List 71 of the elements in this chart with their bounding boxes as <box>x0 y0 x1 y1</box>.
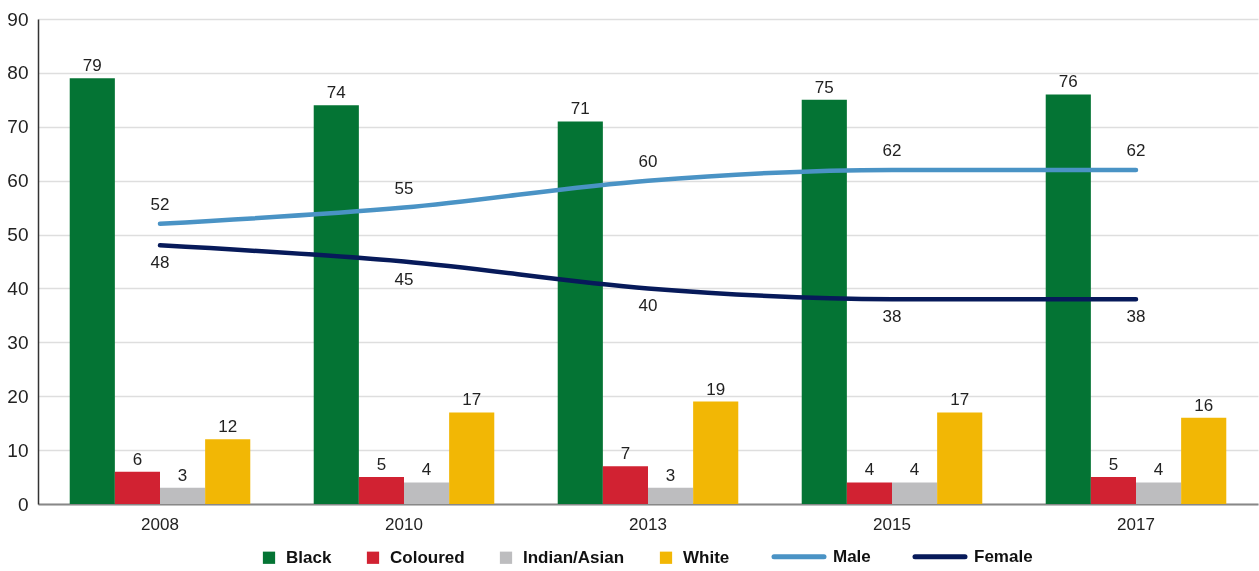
bar <box>404 482 450 504</box>
data-label: 17 <box>950 390 970 410</box>
data-label: 79 <box>82 56 102 76</box>
bar <box>1090 477 1136 504</box>
legend-label: Male <box>833 546 871 566</box>
data-label: 5 <box>376 455 387 475</box>
bar <box>937 412 983 504</box>
legend-label: Coloured <box>390 547 465 567</box>
x-tick-label: 2008 <box>141 514 179 534</box>
bar <box>557 121 603 504</box>
bar <box>892 482 938 504</box>
legend-label: Female <box>974 546 1033 566</box>
y-tick-label: 20 <box>7 385 29 407</box>
y-tick-label: 80 <box>7 62 29 84</box>
bar <box>69 78 115 504</box>
y-tick-label: 40 <box>7 277 29 299</box>
data-label: 48 <box>150 253 170 273</box>
bar <box>693 401 739 504</box>
data-label: 4 <box>1153 460 1164 480</box>
y-tick-label: 90 <box>7 8 29 30</box>
data-label: 3 <box>177 465 188 485</box>
y-tick-label: 30 <box>7 331 29 353</box>
data-label: 38 <box>882 307 902 327</box>
data-label: 38 <box>1126 307 1146 327</box>
bar <box>1045 94 1091 504</box>
data-label: 71 <box>570 99 590 119</box>
y-tick-label: 0 <box>17 493 29 515</box>
data-label: 3 <box>665 465 676 485</box>
y-tick-label: 50 <box>7 224 29 246</box>
data-label: 74 <box>326 83 346 103</box>
bar <box>160 487 206 504</box>
bar <box>1136 482 1182 504</box>
x-tick-label: 2015 <box>873 514 911 534</box>
data-label: 62 <box>882 140 902 160</box>
y-tick-label: 60 <box>7 170 29 192</box>
x-tick-label: 2013 <box>629 514 667 534</box>
bar <box>602 466 648 504</box>
data-label: 52 <box>150 194 170 214</box>
data-label: 6 <box>132 449 143 469</box>
bar <box>648 487 694 504</box>
data-label: 7 <box>620 444 631 464</box>
data-label: 40 <box>638 296 658 316</box>
y-tick-label: 70 <box>7 116 29 138</box>
data-label: 4 <box>864 460 875 480</box>
bar <box>801 99 847 504</box>
data-label: 12 <box>218 417 238 437</box>
data-label: 75 <box>814 77 834 97</box>
data-label: 45 <box>394 269 414 289</box>
bar <box>114 471 160 504</box>
data-label: 4 <box>421 460 432 480</box>
y-tick-label: 10 <box>7 439 29 461</box>
data-label: 17 <box>462 390 482 410</box>
data-label: 16 <box>1194 395 1214 415</box>
x-tick-label: 2017 <box>1117 514 1155 534</box>
bar <box>846 482 892 504</box>
data-label: 19 <box>706 379 726 399</box>
bar <box>1181 417 1227 504</box>
data-label: 55 <box>394 178 414 198</box>
bar <box>358 477 404 504</box>
data-label: 76 <box>1058 72 1078 92</box>
legend-label: Black <box>286 547 332 567</box>
bar <box>313 105 359 504</box>
legend-label: White <box>683 547 730 567</box>
x-tick-label: 2010 <box>385 514 423 534</box>
bar <box>449 412 495 504</box>
bar <box>205 439 251 504</box>
data-label: 60 <box>638 151 658 171</box>
legend-label: Indian/Asian <box>523 547 625 567</box>
data-label: 4 <box>909 460 920 480</box>
data-label: 62 <box>1126 140 1146 160</box>
data-label: 5 <box>1108 455 1119 475</box>
